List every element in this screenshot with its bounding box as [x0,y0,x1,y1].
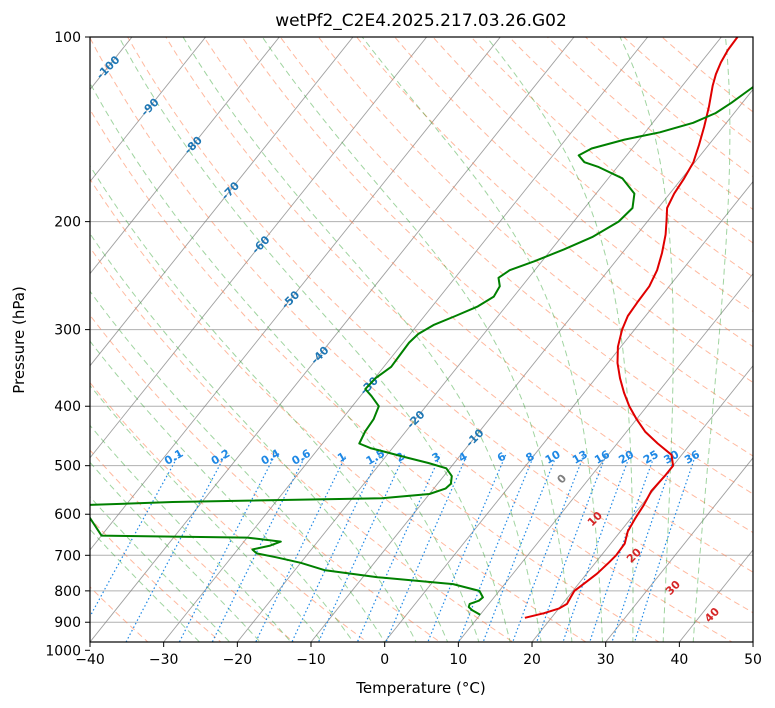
mixing-ratio-line [611,454,676,642]
y-tick-label: 700 [54,548,81,564]
x-tick-label: 30 [597,652,615,668]
axes: −40 −30 −20 −10 0 10 20 30 40 50 100 200 300 400 500 60… [45,30,762,668]
moist-adiabat [692,37,731,642]
x-tick-label: 50 [744,652,762,668]
mixing-ratio-line [211,454,307,642]
dry-adiabat [90,37,733,642]
moist-adiabat [118,37,511,642]
skewed-isotherm [90,37,428,459]
x-tick-label: 20 [523,652,541,668]
plot-frame [89,36,754,643]
skewed-isotherm [90,37,501,551]
dry-adiabat [90,178,587,642]
y-tick-label: 500 [54,459,81,475]
profile-line [524,37,739,619]
moist-adiabat [486,37,634,642]
chart-title: wetPf2_C2E4.2025.217.03.26.G02 [275,11,567,31]
y-tick-label: 900 [54,615,81,631]
dry-adiabat [90,586,149,642]
moist-adiabat [361,37,603,642]
skewed-isotherm [90,37,354,367]
mixing-ratio-line [427,454,507,642]
moist-adiabat [182,37,542,642]
dry-adiabat [127,37,753,614]
y-tick-label: 300 [54,323,81,339]
profile-line [90,85,753,616]
skewed-isotherm [90,37,207,183]
y-tick-label: 400 [54,399,81,415]
dry-adiabat [165,37,753,573]
mixing-ratio-line [589,454,656,642]
x-tick-label: 10 [449,652,467,668]
skewed-isotherm [90,37,280,275]
moist-adiabat [261,37,573,642]
y-tick-label: 800 [54,584,81,600]
skewed-isotherm [678,549,753,642]
dry-adiabat [394,37,753,348]
sounding-profiles [90,37,753,619]
x-tick-label: 40 [670,652,688,668]
x-axis-label: Temperature (°C) [355,679,485,697]
skewed-isotherm [531,365,753,642]
y-tick-label: 200 [54,215,81,231]
mixing-ratio-line [458,454,535,642]
dry-adiabat [90,381,368,642]
dry-adiabat [90,314,441,642]
y-axis-label: Pressure (hPa) [10,286,28,394]
dry-adiabat [432,37,753,313]
moist-adiabat [90,528,201,642]
mixing-ratio-line [178,454,276,642]
skewed-isotherm [457,272,753,642]
x-tick-label: −40 [75,652,105,668]
dry-adiabat [90,108,660,642]
y-tick-label: 1000 [45,643,81,659]
mixing-ratio-line [255,454,347,642]
dry-adiabat [90,246,514,642]
mixing-ratio-line [633,454,697,642]
x-tick-label: −20 [223,652,253,668]
skewed-isotherm [384,180,753,642]
skewed-isotherm [605,457,753,642]
mixing-ratio-line [125,454,226,642]
skewed-isotherm [90,37,575,642]
moist-adiabat [90,384,323,642]
dry-adiabat [203,37,753,534]
x-tick-label: 0 [380,652,389,668]
moist-adiabat [90,496,231,642]
mixing-ratio-line [562,454,631,642]
y-tick-label: 600 [54,507,81,523]
skewed-isotherm [310,88,753,642]
y-tick-label: 100 [54,30,81,46]
x-tick-label: −10 [296,652,326,668]
x-tick-label: −30 [149,652,179,668]
moist-adiabat [90,290,386,642]
moist-adiabat [90,232,417,642]
moist-adiabat [90,164,449,642]
mixing-ratio-line [317,454,406,642]
mixing-ratio-line [291,454,381,642]
moist-adiabat [619,37,674,642]
skewed-isotherm [163,37,649,642]
moist-adiabat [90,340,354,642]
moist-adiabat [90,82,480,642]
